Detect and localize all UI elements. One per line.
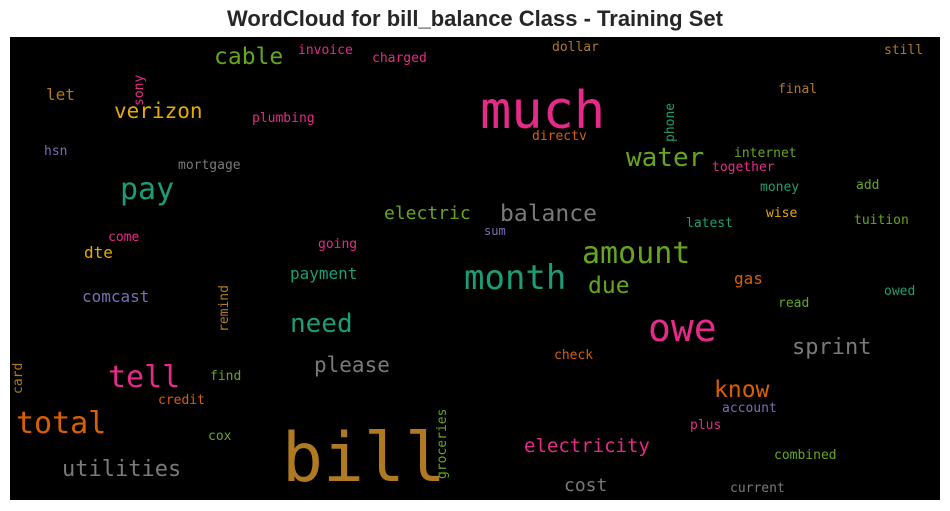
word-plumbing: plumbing — [252, 111, 315, 126]
word-payment: payment — [290, 264, 358, 283]
word-account: account — [722, 401, 777, 416]
word-groceries: groceries — [435, 408, 450, 480]
word-cost: cost — [564, 475, 608, 496]
word-total: total — [16, 406, 107, 441]
word-charged: charged — [372, 51, 427, 66]
word-check: check — [554, 348, 594, 363]
word-come: come — [108, 230, 140, 245]
word-directv: directv — [532, 129, 587, 144]
word-amount: amount — [582, 236, 691, 271]
word-comcast: comcast — [82, 287, 150, 306]
word-final: final — [778, 82, 818, 97]
word-much: much — [480, 81, 606, 141]
word-sprint: sprint — [792, 335, 872, 360]
word-let: let — [46, 85, 75, 104]
word-card: card — [11, 362, 26, 395]
word-current: current — [730, 481, 785, 496]
word-utilities: utilities — [62, 457, 182, 482]
word-please: please — [314, 353, 390, 377]
word-latest: latest — [686, 216, 733, 231]
word-balance: balance — [500, 201, 597, 227]
word-electric: electric — [384, 203, 471, 224]
word-dte: dte — [84, 243, 113, 262]
word-cloud: bill much owe month amount pay tell total water n… — [10, 37, 940, 500]
word-pay: pay — [120, 172, 175, 207]
word-read: read — [778, 296, 810, 311]
word-cox: cox — [208, 429, 232, 444]
chart-title: WordCloud for bill_balance Class - Train… — [227, 6, 723, 31]
word-credit: credit — [158, 393, 205, 408]
word-internet: internet — [734, 146, 797, 161]
word-sum: sum — [484, 224, 506, 238]
word-cable: cable — [214, 44, 284, 70]
word-month: month — [464, 258, 567, 298]
word-bill: bill — [282, 419, 446, 498]
word-need: need — [290, 309, 353, 339]
word-together: together — [712, 160, 775, 175]
word-hsn: hsn — [44, 144, 68, 159]
word-dollar: dollar — [552, 40, 599, 55]
word-phone: phone — [663, 102, 678, 142]
word-verizon: verizon — [114, 99, 203, 123]
word-owe: owe — [648, 306, 717, 350]
word-wise: wise — [766, 206, 798, 221]
word-due: due — [588, 273, 630, 299]
word-going: going — [318, 237, 358, 252]
word-water: water — [626, 143, 705, 173]
word-tell: tell — [108, 360, 181, 395]
word-tuition: tuition — [854, 213, 909, 228]
word-know: know — [714, 377, 770, 403]
word-invoice: invoice — [298, 43, 353, 58]
word-find: find — [210, 369, 242, 384]
word-sony: sony — [132, 74, 147, 107]
word-mortgage: mortgage — [178, 158, 241, 173]
word-still: still — [884, 43, 924, 58]
word-add: add — [856, 178, 880, 193]
word-remind: remind — [217, 284, 232, 332]
word-electricity: electricity — [524, 435, 650, 457]
word-gas: gas — [734, 269, 763, 288]
word-plus: plus — [690, 418, 722, 433]
word-money: money — [760, 180, 800, 195]
word-combined: combined — [774, 448, 837, 463]
word-owed: owed — [884, 284, 916, 299]
